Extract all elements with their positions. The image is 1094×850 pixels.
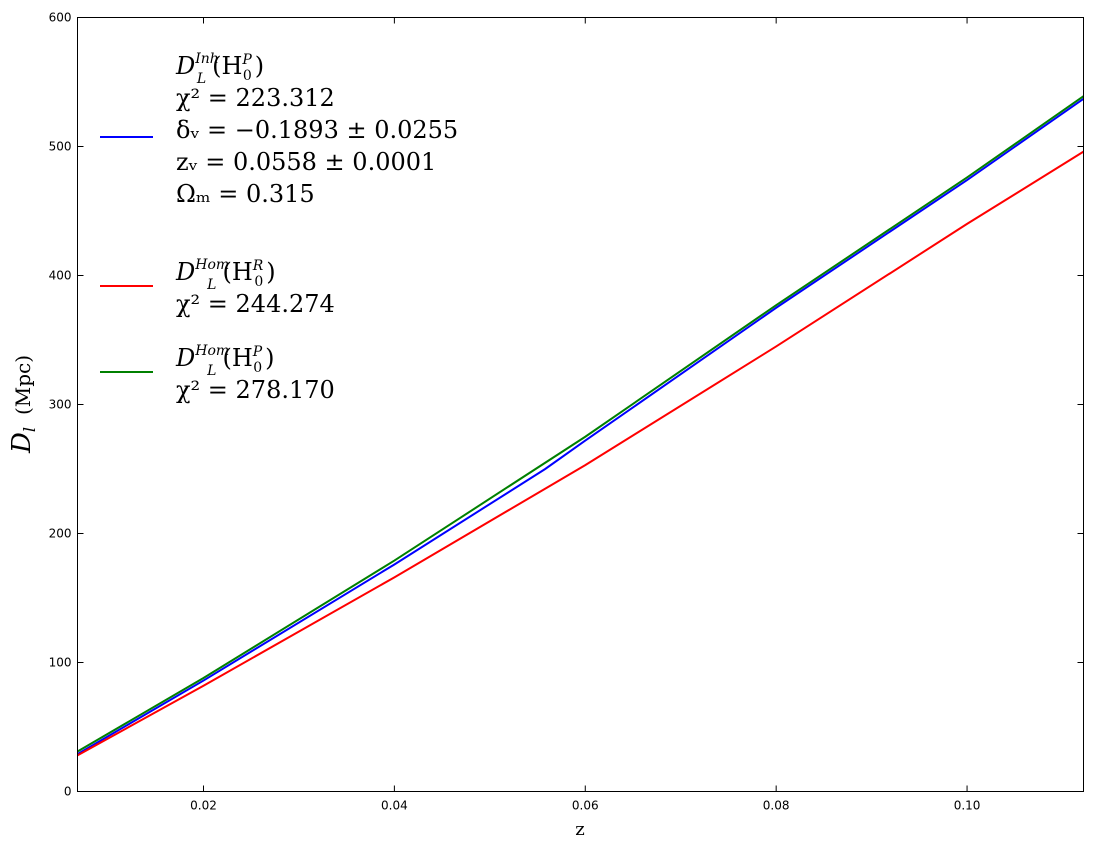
legend-line: DInh L (HP 0) [175, 51, 264, 87]
legend-line: DHom L (HP 0) [175, 343, 274, 379]
legend: DInh L (HP 0)χ² = 223.312 δᵥ = −0.1893 ± 0.0… [100, 51, 458, 404]
x-tick-label: 0.08 [763, 799, 790, 813]
x-tick-label: 0.06 [572, 799, 599, 813]
y-tick-label: 500 [49, 140, 72, 154]
y-axis-label-unit: (Mpc) [11, 355, 35, 415]
legend-line: Ωₘ = 0.315 [176, 180, 315, 208]
legend-line: zᵥ = 0.0558 ± 0.0001 [176, 148, 436, 176]
x-tick-label: 0.04 [381, 799, 408, 813]
x-axis-label: z [575, 819, 584, 840]
legend-line: χ² = 278.170 [176, 376, 335, 404]
y-tick-label: 100 [49, 656, 72, 670]
series-line-inh_p [76, 97, 1085, 755]
legend-line: χ² = 223.312 [176, 84, 335, 112]
axis-ticks: 0.02 0.04 0.06 0.08 0.10 0 100 200 300 400 500 600 [49, 11, 1084, 813]
y-tick-label: 300 [49, 398, 72, 412]
y-tick-label: 200 [49, 527, 72, 541]
y-axis-label: Dl (Mpc) [7, 355, 39, 454]
legend-line: δᵥ = −0.1893 ± 0.0255 [176, 116, 458, 144]
y-axis-label-symbol: D [7, 432, 37, 454]
x-tick-label: 0.02 [190, 799, 217, 813]
legend-line: DHom L (HR 0) [175, 257, 276, 293]
x-axis-label-text: z [575, 819, 584, 840]
series-line-hom_r [77, 150, 1085, 757]
y-tick-label: 0 [64, 785, 72, 799]
y-tick-label: 600 [49, 11, 72, 25]
x-tick-label: 0.10 [954, 799, 981, 813]
series-line-hom_p [76, 95, 1085, 753]
series-lines [76, 95, 1085, 757]
svg-text:Dl(Mpc): Dl (Mpc) [7, 355, 39, 454]
y-axis-label-subscript: l [20, 427, 39, 432]
y-tick-label: 400 [49, 269, 72, 283]
legend-line: χ² = 244.274 [176, 290, 335, 318]
